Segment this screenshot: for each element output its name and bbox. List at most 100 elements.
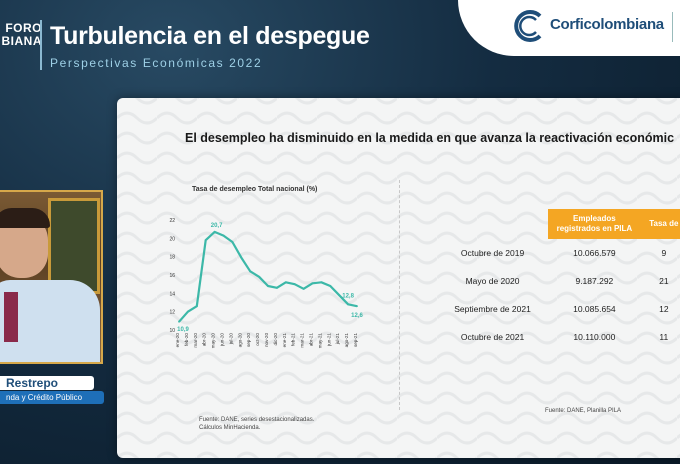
x-tick-label: sep-21	[353, 333, 358, 347]
table-header-row: Empleados registrados en PILA Tasa de	[437, 209, 680, 239]
x-tick-label: nov-20	[264, 333, 269, 347]
data-point	[276, 286, 278, 289]
y-tick-label: 16	[169, 273, 175, 279]
x-tick-label: feb-20	[184, 333, 189, 346]
x-tick-label: ene-21	[282, 333, 287, 348]
data-point	[329, 285, 332, 287]
table-row: Septiembre de 2021 10.085.654 12	[437, 295, 680, 323]
y-tick-label: 22	[169, 218, 175, 224]
data-label: 10,9	[177, 327, 189, 333]
data-point	[195, 305, 198, 308]
forum-brand-line2: BIANA	[1, 34, 42, 48]
table-header-rate: Tasa de	[640, 209, 680, 239]
x-tick-label: may-21	[317, 333, 322, 349]
data-point	[240, 256, 243, 259]
chart-title: Tasa de desempleo Total nacional (%)	[192, 186, 318, 193]
x-tick-label: mar-20	[193, 333, 198, 348]
x-tick-label: may-20	[211, 333, 216, 349]
event-subtitle: Perspectivas Económicas 2022	[50, 56, 263, 70]
y-tick-label: 10	[169, 328, 175, 334]
table-cell-period: Octubre de 2019	[460, 248, 525, 258]
data-point	[267, 285, 269, 287]
table-cell-rate: 9	[661, 248, 667, 258]
x-tick-label: dic-20	[273, 333, 278, 346]
speaker-video	[0, 190, 103, 364]
table-header-period	[437, 209, 548, 239]
logo-divider	[672, 12, 673, 42]
table-cell-employees: 10.066.579	[573, 248, 616, 258]
data-label: 12,6	[351, 313, 363, 319]
table-cell-employees: 9.187.292	[575, 276, 614, 286]
corficolombiana-logo-icon	[514, 10, 542, 42]
x-tick-label: oct-20	[255, 333, 260, 346]
slide-title: El desempleo ha disminuido en la medida …	[185, 131, 675, 145]
y-tick-label: 14	[169, 291, 175, 297]
data-point	[320, 281, 323, 284]
speaker-name: Restrepo	[0, 376, 94, 390]
data-point	[284, 281, 287, 284]
data-point	[231, 241, 234, 243]
x-tick-label: ago-20	[237, 333, 242, 348]
speaker-hair	[0, 208, 50, 228]
data-point	[356, 305, 358, 308]
data-point	[311, 282, 314, 285]
series-line	[178, 230, 358, 323]
unemployment-line-chart: 10 12 14 16 18 20 22 ene-20 feb-20 mar-20 abr-20 ma…	[169, 218, 363, 349]
x-tick-label: mar-21	[300, 333, 305, 348]
table-row: Mayo de 2020 9.187.292 21	[437, 267, 680, 295]
y-tick-label: 20	[169, 236, 175, 242]
table-header-employees: Empleados registrados en PILA	[548, 209, 641, 239]
chart-source-line1: Fuente: DANE, series desestacionalizadas…	[199, 417, 315, 423]
x-tick-label: ago-21	[344, 333, 349, 348]
data-label: 20,7	[211, 223, 223, 229]
data-point	[204, 239, 207, 242]
x-tick-label: abr-21	[309, 333, 314, 347]
forum-brand: FORO BIANA	[0, 22, 42, 48]
table-cell-period: Mayo de 2020	[465, 276, 520, 286]
speaker-role: nda y Crédito Público	[0, 391, 104, 404]
table-source: Fuente: DANE, Planilla PILA	[545, 408, 622, 414]
background-painting	[48, 198, 100, 294]
table-cell-rate: 11	[659, 332, 669, 342]
table-cell-employees: 10.085.654	[573, 304, 616, 314]
y-tick-label: 12	[169, 310, 175, 316]
chart-source-line2: Cálculos MinHacienda.	[199, 425, 261, 431]
table-cell-rate: 21	[659, 276, 669, 286]
chart-source: Fuente: DANE, series desestacionalizadas…	[199, 416, 314, 432]
data-point	[213, 231, 216, 233]
event-header: FORO BIANA Turbulencia en el despegue Pe…	[0, 0, 500, 80]
x-tick-label: sep-20	[246, 333, 251, 347]
x-tick-label: abr-20	[202, 333, 207, 347]
table-row: Octubre de 2019 10.066.579 9	[437, 239, 680, 267]
x-tick-label: ene-20	[175, 333, 180, 348]
data-label: 12,8	[342, 293, 354, 299]
table-cell-period: Octubre de 2021	[460, 332, 525, 342]
data-point	[222, 234, 225, 237]
table-row: Octubre de 2021 10.110.000 11	[437, 323, 680, 351]
x-tick-label: jul-20	[228, 333, 233, 346]
speaker-tie	[4, 292, 18, 342]
company-name: Corficolombiana	[550, 16, 664, 33]
data-point	[258, 275, 260, 278]
forum-brand-line1: FORO	[5, 21, 42, 35]
data-point	[178, 320, 180, 323]
company-logo-card: Corficolombiana	[458, 0, 680, 56]
table-cell-period: Septiembre de 2021	[454, 304, 531, 314]
table-cell-employees: 10.110.000	[573, 332, 616, 342]
data-point	[187, 310, 189, 313]
data-point	[347, 303, 349, 306]
y-tick-label: 18	[169, 255, 175, 261]
x-tick-label: jun-20	[220, 333, 225, 347]
data-point	[302, 287, 305, 290]
x-tick-label: jul-21	[335, 333, 340, 346]
slide-background-pattern	[117, 98, 680, 458]
data-point	[293, 283, 296, 286]
data-point	[338, 294, 341, 297]
x-tick-label: jun-21	[326, 333, 331, 347]
x-tick-label: feb-21	[291, 333, 296, 346]
header-divider	[40, 20, 42, 70]
table-cell-rate: 12	[659, 304, 669, 314]
presentation-slide: El desempleo ha disminuido en la medida …	[117, 98, 680, 458]
data-point	[249, 270, 252, 273]
pila-employment-table: Empleados registrados en PILA Tasa de Oc…	[437, 209, 680, 351]
